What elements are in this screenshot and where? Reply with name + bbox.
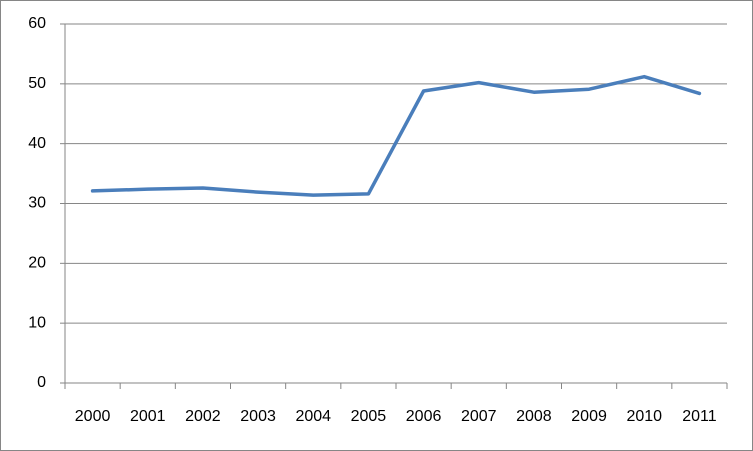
y-tick-label: 40 (28, 135, 46, 152)
x-tick-label: 2008 (516, 408, 552, 425)
x-tick-label: 2000 (75, 408, 111, 425)
y-tick-label: 60 (28, 15, 46, 32)
y-tick-label: 0 (37, 374, 46, 391)
x-tick-label: 2010 (626, 408, 662, 425)
y-tick-label: 10 (28, 314, 46, 331)
x-tick-label: 2002 (185, 408, 221, 425)
x-tick-label: 2001 (130, 408, 166, 425)
y-tick-label: 50 (28, 75, 46, 92)
y-tick-label: 30 (28, 195, 46, 212)
x-tick-label: 2006 (406, 408, 442, 425)
x-tick-label: 2011 (682, 408, 717, 425)
x-tick-label: 2007 (461, 408, 497, 425)
x-tick-label: 2004 (295, 408, 331, 425)
x-tick-label: 2005 (351, 408, 387, 425)
y-tick-label: 20 (28, 255, 46, 272)
x-tick-label: 2003 (240, 408, 276, 425)
data-line (90, 74, 702, 197)
x-tick-label: 2009 (571, 408, 607, 425)
